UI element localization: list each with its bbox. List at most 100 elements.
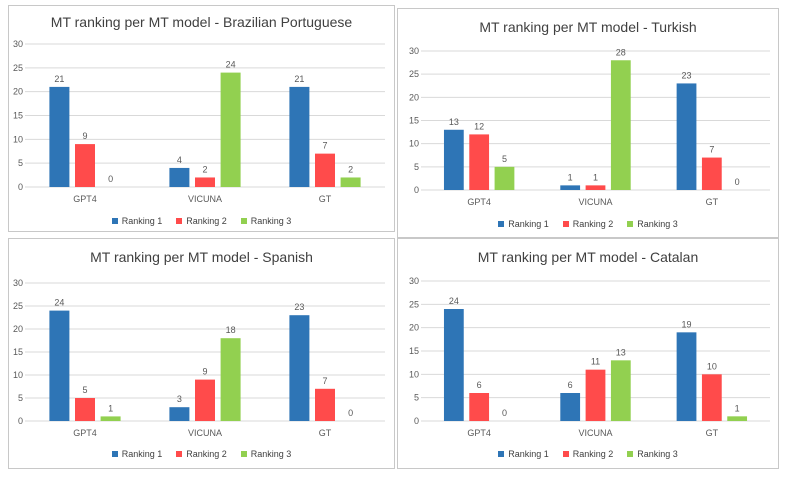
legend-swatch (111, 451, 118, 457)
legend-label: Ranking 2 (572, 449, 614, 459)
bar-ranking-2 (195, 379, 215, 421)
data-label: 13 (616, 347, 626, 357)
y-tick-label: 20 (409, 92, 419, 102)
bar-ranking-2 (585, 369, 606, 421)
x-tick-label: GT (319, 194, 332, 204)
chart-title: MT ranking per MT model - Spanish (90, 249, 313, 265)
legend-label: Ranking 1 (508, 449, 549, 459)
data-label: 13 (449, 117, 459, 127)
bar-ranking-2 (315, 388, 335, 421)
y-tick-label: 0 (414, 185, 419, 195)
x-tick-label: GT (319, 428, 332, 438)
chart-legend: Ranking 1 Ranking 2 Ranking 3 (398, 449, 778, 459)
bar-ranking-1 (443, 129, 464, 190)
legend-label: Ranking 3 (250, 216, 292, 226)
y-tick-label: 0 (18, 416, 23, 426)
y-tick-label: 5 (414, 162, 419, 172)
legend-item-ranking-3: Ranking 3 (240, 216, 292, 226)
legend-item-ranking-3: Ranking 3 (627, 449, 678, 459)
data-label: 19 (682, 319, 692, 329)
data-label: 0 (502, 408, 507, 418)
bar-ranking-2 (315, 153, 335, 187)
data-label: 24 (226, 60, 236, 70)
x-tick-label: VICUNA (578, 428, 612, 438)
data-label: 9 (82, 131, 87, 141)
legend-item-ranking-3: Ranking 3 (240, 449, 292, 459)
data-label: 7 (709, 145, 714, 155)
data-label: 21 (294, 74, 304, 84)
y-tick-label: 20 (13, 324, 23, 334)
data-label: 0 (348, 408, 353, 418)
bar-ranking-1 (443, 309, 464, 421)
bar-ranking-1 (560, 185, 581, 190)
y-tick-label: 10 (13, 134, 23, 144)
legend-label: Ranking 1 (121, 216, 163, 226)
bar-ranking-2 (195, 177, 215, 187)
x-tick-label: GPT4 (73, 194, 97, 204)
legend-swatch (240, 451, 247, 457)
chart-panel-turkish: MT ranking per MT model - Turkish 0 5 10 15… (397, 8, 779, 238)
data-label: 5 (502, 154, 507, 164)
data-label: 11 (591, 357, 600, 367)
legend-label: Ranking 3 (637, 449, 678, 459)
data-label: 0 (735, 177, 740, 187)
legend-swatch (498, 221, 505, 227)
legend-label: Ranking 2 (572, 219, 614, 229)
bar-ranking-2 (701, 157, 722, 190)
legend-label: Ranking 1 (121, 449, 163, 459)
y-tick-label: 20 (13, 87, 23, 97)
y-tick-label: 0 (414, 416, 419, 426)
data-label: 7 (322, 141, 327, 151)
x-tick-label: GT (706, 428, 719, 438)
chart-plot: 0 5 10 15 20 25 30 24 5 1 GPT4 3 9 18 VICUNA 23 7 0 GT (13, 278, 385, 438)
data-label: 23 (682, 70, 692, 80)
x-tick-label: VICUNA (188, 194, 222, 204)
y-tick-label: 15 (409, 116, 419, 126)
legend-swatch (627, 221, 634, 227)
y-tick-label: 15 (409, 346, 419, 356)
y-tick-label: 10 (409, 369, 419, 379)
bar-ranking-2 (469, 393, 490, 421)
y-tick-label: 5 (18, 158, 23, 168)
bar-ranking-3 (494, 166, 515, 190)
data-label: 5 (82, 385, 87, 395)
data-label: 28 (616, 47, 626, 57)
bar-ranking-3 (100, 416, 121, 421)
data-label: 24 (449, 296, 459, 306)
y-tick-label: 25 (13, 63, 23, 73)
bar-ranking-3 (610, 360, 631, 421)
y-tick-label: 30 (13, 278, 23, 288)
legend-item-ranking-2: Ranking 2 (562, 449, 614, 459)
legend-swatch (562, 451, 569, 457)
data-label: 24 (54, 298, 64, 308)
data-label: 18 (226, 325, 236, 335)
y-tick-label: 30 (13, 39, 23, 49)
bar-ranking-1 (289, 86, 310, 187)
chart-title: MT ranking per MT model - Turkish (479, 19, 697, 35)
chart-plot: 0 5 10 15 20 25 30 24 6 0 GPT4 6 11 13 VICUNA 19 10 1 GT (409, 276, 770, 438)
y-tick-label: 15 (13, 347, 23, 357)
chart-panel-brazilian-portuguese: MT ranking per MT model - Brazilian Port… (8, 5, 395, 232)
legend-label: Ranking 3 (637, 219, 678, 229)
data-label: 3 (177, 394, 182, 404)
legend-item-ranking-1: Ranking 1 (111, 449, 163, 459)
bar-ranking-2 (75, 144, 95, 187)
y-tick-label: 15 (13, 111, 23, 121)
legend-swatch (176, 451, 183, 457)
bar-ranking-1 (289, 315, 310, 421)
data-label: 7 (322, 376, 327, 386)
bar-ranking-3 (340, 177, 361, 187)
legend-item-ranking-2: Ranking 2 (176, 449, 227, 459)
legend-item-ranking-2: Ranking 2 (176, 216, 227, 226)
legend-label: Ranking 2 (186, 449, 227, 459)
data-label: 6 (477, 380, 482, 390)
data-label: 2 (348, 164, 353, 174)
legend-item-ranking-3: Ranking 3 (627, 219, 678, 229)
y-tick-label: 25 (409, 69, 419, 79)
legend-item-ranking-2: Ranking 2 (562, 219, 614, 229)
data-label: 10 (707, 361, 717, 371)
bar-ranking-3 (220, 72, 241, 187)
legend-label: Ranking 3 (250, 449, 292, 459)
data-label: 1 (108, 403, 113, 413)
bar-ranking-2 (75, 398, 95, 421)
